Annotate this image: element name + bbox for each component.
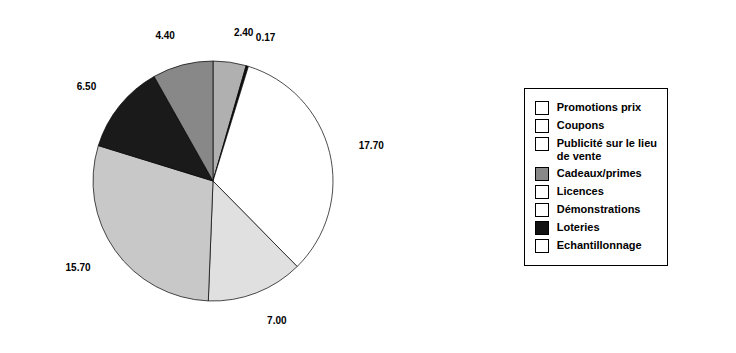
html-text:Loteries: Loteries bbox=[556, 220, 600, 233]
html-text:Coupons: Coupons bbox=[556, 118, 605, 131]
svg-text:4.40: 4.40 bbox=[155, 30, 175, 41]
html-text:Démonstrations: Démonstrations bbox=[556, 202, 641, 215]
html-text:Cadeaux/primes: Cadeaux/primes bbox=[556, 166, 642, 179]
svg-text:2.40: 2.40 bbox=[234, 27, 254, 38]
svg-text:6.50: 6.50 bbox=[77, 81, 97, 92]
html-text:Licences: Licences bbox=[556, 184, 604, 197]
svg-text:15.70: 15.70 bbox=[66, 262, 91, 273]
svg-text:17.70: 17.70 bbox=[359, 140, 384, 151]
svg-text:0.17: 0.17 bbox=[256, 32, 276, 43]
svg-text:7.00: 7.00 bbox=[267, 315, 287, 326]
html-text:Echantillonnage: Echantillonnage bbox=[556, 238, 642, 251]
html-text:Promotions prix: Promotions prix bbox=[556, 100, 642, 113]
html-text:Publicité sur le lieu de vente: Publicité sur le lieu de vente bbox=[556, 136, 657, 162]
